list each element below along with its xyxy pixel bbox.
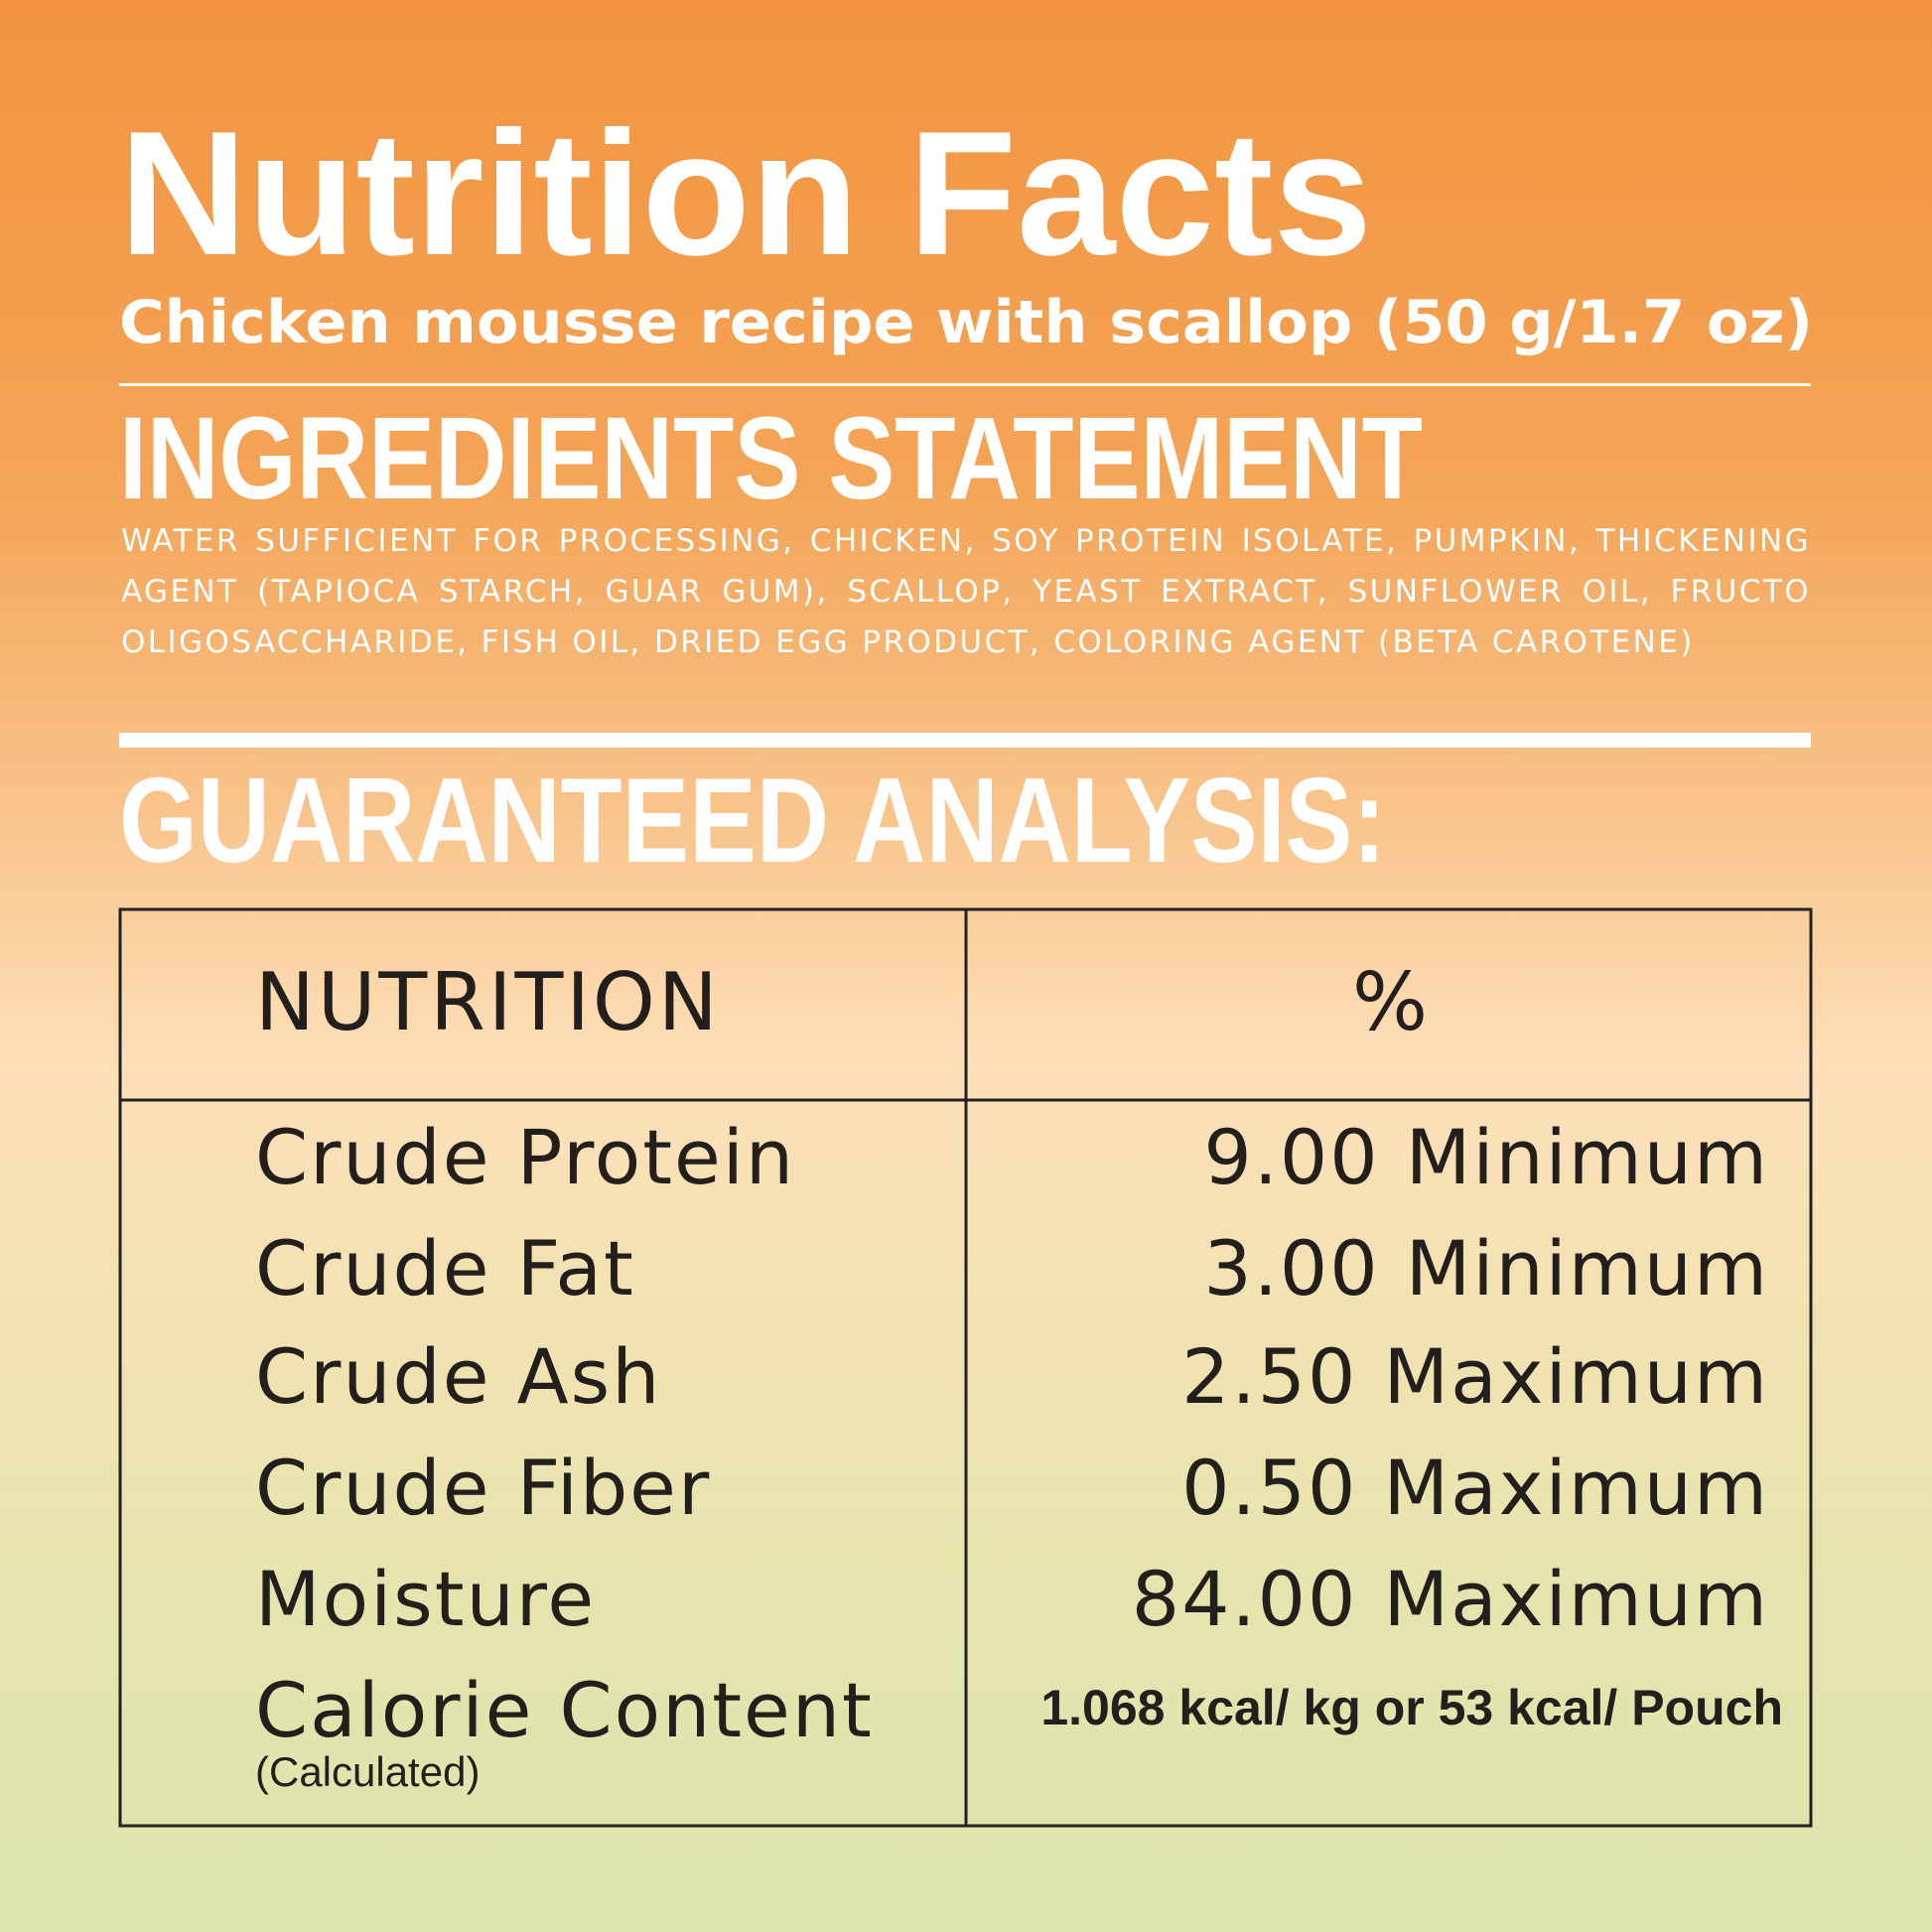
- nutrient-note: (Calculated): [255, 1748, 480, 1795]
- analysis-heading: GUARANTEED ANALYSIS:: [119, 753, 1386, 888]
- nutrient-name: Crude Ash: [255, 1332, 661, 1421]
- nutrient-value: 2.50 Maximum: [1181, 1332, 1769, 1421]
- nutrient-name: Moisture: [255, 1555, 596, 1643]
- nutrient-name: Calorie Content: [255, 1666, 874, 1754]
- table-header: %: [1352, 956, 1428, 1048]
- nutrient-value: 9.00 Minimum: [1203, 1113, 1769, 1201]
- table-header: NUTRITION: [255, 956, 721, 1048]
- nutrient-value: 0.50 Maximum: [1181, 1444, 1769, 1532]
- nutrient-name: Crude Fiber: [255, 1444, 711, 1532]
- table-frame: [118, 907, 1813, 1828]
- nutrient-value: 84.00 Maximum: [1132, 1555, 1769, 1643]
- table-body: Crude Protein 9.00 Minimum Crude Fat 3.00 M…: [255, 1113, 1783, 1795]
- ingredients-text: WATER SUFFICIENT FOR PROCESSING, CHICKEN…: [121, 523, 1811, 660]
- ingredients-heading: INGREDIENTS STATEMENT: [119, 393, 1423, 524]
- nutrient-value: 1.068 kcal/ kg or 53 kcal/ Pouch: [1040, 1680, 1783, 1735]
- nutrient-name: Crude Protein: [255, 1113, 795, 1201]
- divider: [119, 383, 1811, 386]
- nutrient-value: 3.00 Minimum: [1203, 1224, 1769, 1312]
- thick-divider: [119, 733, 1811, 748]
- title: Nutrition Facts: [119, 94, 1372, 292]
- subtitle: Chicken mousse recipe with scallop (50 g…: [119, 288, 1813, 357]
- nutrient-name: Crude Fat: [255, 1224, 635, 1312]
